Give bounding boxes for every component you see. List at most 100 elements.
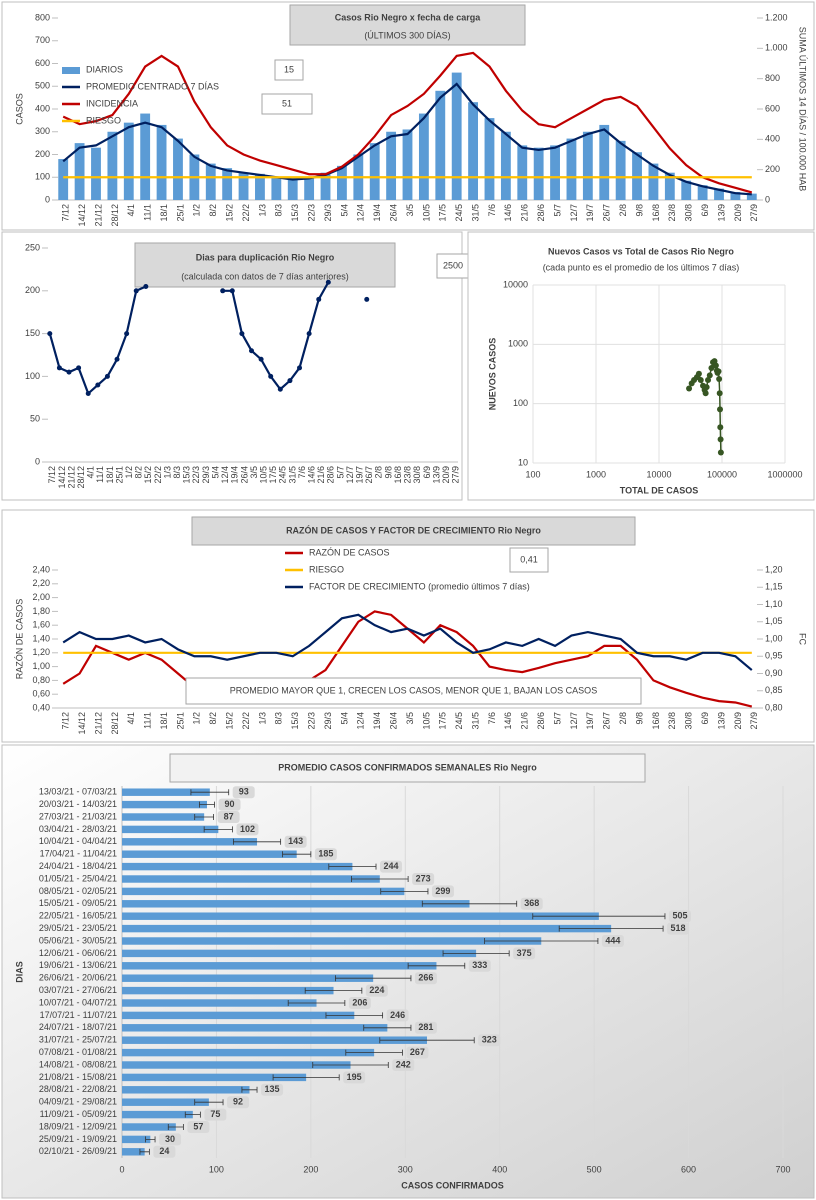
bar	[697, 185, 708, 200]
bar	[205, 163, 216, 200]
y2-tick-label: 0,85	[765, 685, 783, 695]
x-tick-label: 27/9	[749, 712, 759, 730]
value-label: 87	[224, 811, 234, 821]
value-label: 242	[396, 1059, 411, 1069]
x-tick-label: 31/5	[470, 204, 480, 222]
x-tick-label: 21/12	[93, 712, 103, 735]
x-tick-label: 22/2	[241, 204, 251, 222]
y2-tick-label: 1,20	[765, 564, 783, 574]
error-bar	[272, 1074, 340, 1081]
x-tick-label: 12/7	[569, 204, 579, 222]
y2-tick-label: 0,80	[765, 702, 783, 712]
value-label: 244	[383, 861, 398, 871]
value-label: 92	[233, 1097, 243, 1107]
x-tick-label: 100	[209, 1164, 224, 1174]
x-tick-label: 27/9	[451, 466, 461, 484]
x-tick-label: 4/1	[126, 712, 136, 725]
marker	[277, 386, 283, 392]
x-tick-label: 7/6	[487, 712, 497, 725]
value-label-box	[218, 798, 241, 811]
marker	[258, 356, 264, 362]
chart-subtitle: (cada punto es el promedio de los último…	[543, 262, 740, 272]
value-label-box	[667, 922, 690, 935]
marker	[239, 331, 245, 337]
error-bar	[199, 801, 215, 808]
value-label-box	[406, 1046, 429, 1059]
x-tick-label: 30/8	[684, 712, 694, 730]
y2-axis-label: FC	[798, 633, 808, 645]
x-tick-label: 21/6	[520, 204, 530, 222]
value-label: 368	[524, 898, 539, 908]
y-tick-label: 08/05/21 - 02/05/21	[39, 886, 117, 896]
x-tick-label: 14/12	[77, 204, 87, 227]
error-bar	[312, 1062, 389, 1068]
x-tick-label: 31/5	[470, 712, 480, 730]
title-box	[289, 4, 526, 46]
marker	[114, 356, 120, 362]
y-tick-label: 1,60	[32, 620, 50, 630]
x-tick-label: 22/3	[307, 712, 317, 730]
value-label-box	[217, 811, 240, 823]
x-tick-label: 700	[775, 1164, 790, 1174]
y-tick-label: 250	[25, 242, 40, 252]
bar	[122, 1061, 351, 1069]
bar	[271, 177, 282, 200]
y2-tick-label: 1,00	[765, 633, 783, 643]
marker	[268, 373, 274, 379]
value-label-box	[513, 947, 536, 960]
y2-tick-label: 600	[765, 103, 780, 113]
legend-label: INCIDENCIA	[86, 98, 138, 108]
x-tick-label: 20/9	[733, 712, 743, 730]
x-tick-label: 26/4	[388, 712, 398, 730]
bar	[255, 173, 265, 200]
point	[712, 362, 719, 369]
x-tick-label: 14/6	[503, 712, 513, 730]
chart-title: Casos Rio Negro x fecha de carga	[335, 12, 482, 22]
marker	[76, 365, 82, 371]
title-box	[134, 242, 396, 288]
bar	[140, 113, 151, 200]
y-tick-label: 28/08/21 - 22/08/21	[39, 1084, 117, 1094]
x-tick-label: 10/5	[421, 204, 431, 222]
x-tick-label: 22/2	[153, 466, 163, 484]
x-tick-label: 31/5	[287, 466, 297, 484]
bar	[632, 152, 642, 200]
x-tick-label: 7/6	[297, 466, 307, 479]
y2-tick-label: 0,95	[765, 651, 783, 661]
bar	[566, 138, 577, 200]
bar	[222, 168, 233, 200]
value-label: 185	[318, 849, 333, 859]
bar	[337, 165, 347, 200]
x-tick-label: 26/4	[388, 204, 398, 222]
marker	[306, 331, 312, 337]
legend-label: RIESGO	[86, 115, 121, 125]
y-tick-label: 01/05/21 - 25/04/21	[39, 873, 117, 883]
x-tick-label: 19/4	[372, 712, 382, 730]
value-label: 75	[210, 1109, 220, 1119]
value-label: 90	[225, 799, 235, 809]
value-label: 299	[435, 886, 450, 896]
x-tick-label: 11/1	[95, 466, 105, 483]
bar	[122, 862, 353, 871]
x-tick-label: 5/4	[339, 712, 349, 725]
error-bar	[167, 1124, 184, 1130]
bar	[122, 1098, 209, 1106]
x-tick-label: 3/5	[405, 712, 415, 725]
y-tick-label: 1,20	[32, 647, 50, 657]
value-label-box	[365, 984, 388, 997]
y-tick-label: 13/03/21 - 07/03/21	[39, 787, 117, 797]
point	[717, 436, 724, 443]
y2-tick-label: 1,15	[765, 582, 783, 592]
marker	[143, 284, 149, 290]
y-tick-label: 24/07/21 - 18/07/21	[39, 1022, 117, 1032]
x-tick-label: 20/9	[441, 466, 451, 484]
value-label: 206	[352, 997, 367, 1007]
x-tick-label: 20/9	[733, 204, 743, 222]
x-tick-label: 17/5	[268, 466, 278, 484]
bar	[122, 813, 205, 821]
bar	[122, 986, 334, 995]
y-tick-label: 0	[35, 456, 40, 466]
value-label: 266	[418, 973, 433, 983]
y-axis-label: RAZÓN DE CASOS	[14, 599, 24, 680]
value-label-box	[601, 935, 624, 947]
